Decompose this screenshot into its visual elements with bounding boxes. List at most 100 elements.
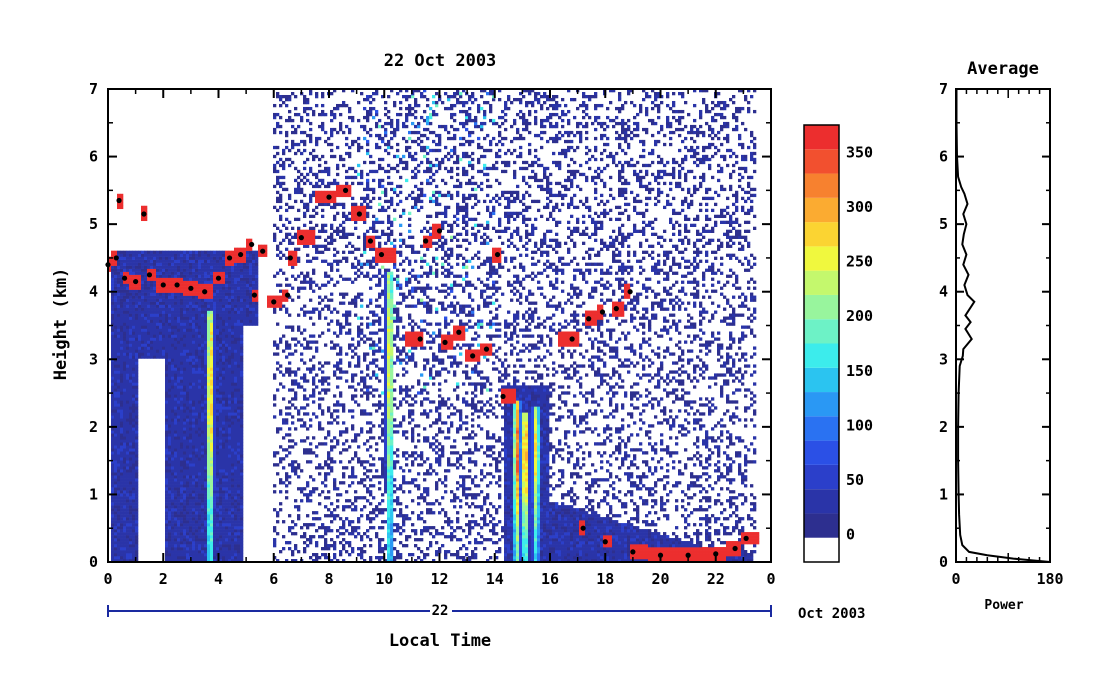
cloud-top-point-4 (133, 279, 138, 284)
cloud-top-point-34 (500, 394, 505, 399)
colorbar-tick-label: 250 (846, 253, 873, 271)
colorbar-swatch (804, 465, 839, 489)
colorbar-swatch (804, 538, 839, 562)
colorbar-tick-label: 300 (846, 198, 873, 216)
colorbar-swatch (804, 125, 839, 149)
cloud-top-point-47 (744, 536, 749, 541)
main-chart-title: 22 Oct 2003 (384, 51, 497, 71)
colorbar-swatch (804, 416, 839, 440)
cloud-top-point-23 (357, 211, 362, 216)
average-chart-title: Average (967, 59, 1039, 79)
x-tick-label: 10 (375, 570, 393, 588)
colorbar-swatch (804, 368, 839, 392)
colorbar: 0 50 100 150 200 250 300 350 (804, 125, 873, 562)
cloud-top-point-13 (238, 252, 243, 257)
colorbar-swatch (804, 246, 839, 270)
x-tick-label: 4 (214, 570, 223, 588)
colorbar-swatch (804, 174, 839, 198)
average-y-tick-label: 1 (939, 485, 948, 503)
cloud-top-point-31 (470, 353, 475, 358)
colorbar-tick-label: 100 (846, 416, 873, 434)
cloud-top-point-27 (423, 238, 428, 243)
cloud-top-point-6 (147, 272, 152, 277)
colorbar-swatch (804, 222, 839, 246)
date-bar-day-label: 22 (432, 603, 449, 619)
colorbar-tick-label: 350 (846, 143, 873, 161)
x-tick-label: 12 (430, 570, 448, 588)
x-tick-label: 0 (103, 570, 112, 588)
y-axis-label: Height (km) (51, 268, 71, 381)
cloud-top-point-29 (442, 340, 447, 345)
colorbar-swatch (804, 295, 839, 319)
cloud-top-point-3 (122, 276, 127, 281)
cloud-top-point-46 (732, 546, 737, 551)
cloud-top-point-5 (141, 211, 146, 216)
colorbar-swatch (804, 489, 839, 513)
cloud-top-point-22 (343, 188, 348, 193)
cloud-top-point-20 (299, 235, 304, 240)
average-y-tick-label: 4 (939, 283, 948, 301)
colorbar-swatch (804, 392, 839, 416)
cloud-top-point-28 (437, 228, 442, 233)
x-tick-label: 6 (269, 570, 278, 588)
cloud-top-point-18 (285, 292, 290, 297)
cloud-top-point-36 (581, 526, 586, 531)
x-tick-label: 8 (324, 570, 333, 588)
colorbar-swatch (804, 319, 839, 343)
date-bar-month-label: Oct 2003 (798, 606, 865, 622)
cloud-top-point-7 (161, 282, 166, 287)
x-tick-label: 20 (651, 570, 669, 588)
x-axis-label: Local Time (389, 631, 491, 651)
x-tick-label: 0 (766, 570, 775, 588)
cloud-top-point-16 (260, 249, 265, 254)
cloud-top-point-39 (603, 539, 608, 544)
cloud-top-point-38 (600, 309, 605, 314)
colorbar-tick-label: 50 (846, 471, 864, 489)
y-tick-label: 3 (89, 350, 98, 368)
cloud-top-point-37 (586, 316, 591, 321)
cloud-top-point-40 (614, 306, 619, 311)
average-y-tick-label: 0 (939, 553, 948, 571)
cloud-top-point-25 (379, 252, 384, 257)
colorbar-swatch (804, 198, 839, 222)
average-x-tick-label: 180 (1036, 570, 1063, 588)
cloud-top-point-19 (288, 255, 293, 260)
cloud-top-point-11 (216, 276, 221, 281)
cloud-top-point-21 (326, 195, 331, 200)
cloud-top-point-42 (630, 549, 635, 554)
cloud-top-point-2 (116, 198, 121, 203)
average-x-tick-label: 0 (951, 570, 960, 588)
average-y-tick-label: 5 (939, 215, 948, 233)
colorbar-tick-label: 150 (846, 362, 873, 380)
x-tick-label: 16 (541, 570, 559, 588)
y-tick-label: 5 (89, 215, 98, 233)
cloud-top-point-9 (188, 286, 193, 291)
average-y-tick-label: 3 (939, 350, 948, 368)
average-y-tick-label: 7 (939, 80, 948, 98)
colorbar-tick-label: 0 (846, 526, 855, 544)
average-y-tick-label: 6 (939, 148, 948, 166)
colorbar-swatch (804, 513, 839, 537)
colorbar-swatch (804, 149, 839, 173)
colorbar-swatch (804, 271, 839, 295)
cloud-top-point-24 (368, 238, 373, 243)
cloud-top-point-32 (484, 347, 489, 352)
y-tick-label: 0 (89, 553, 98, 571)
cloud-top-point-35 (570, 336, 575, 341)
y-tick-label: 2 (89, 418, 98, 436)
colorbar-swatch (804, 344, 839, 368)
cloud-top-point-17 (271, 299, 276, 304)
cloud-top-point-33 (495, 252, 500, 257)
colorbar-swatch (804, 441, 839, 465)
colorbar-tick-label: 200 (846, 307, 873, 325)
y-tick-label: 4 (89, 283, 98, 301)
average-power-profile-line (957, 89, 1051, 562)
cloud-top-point-10 (202, 289, 207, 294)
cloud-top-point-30 (456, 330, 461, 335)
cloud-top-point-14 (249, 242, 254, 247)
x-tick-label: 18 (596, 570, 614, 588)
cloud-top-point-26 (418, 336, 423, 341)
average-x-axis-label: Power (984, 598, 1023, 613)
cloud-top-point-1 (114, 255, 119, 260)
